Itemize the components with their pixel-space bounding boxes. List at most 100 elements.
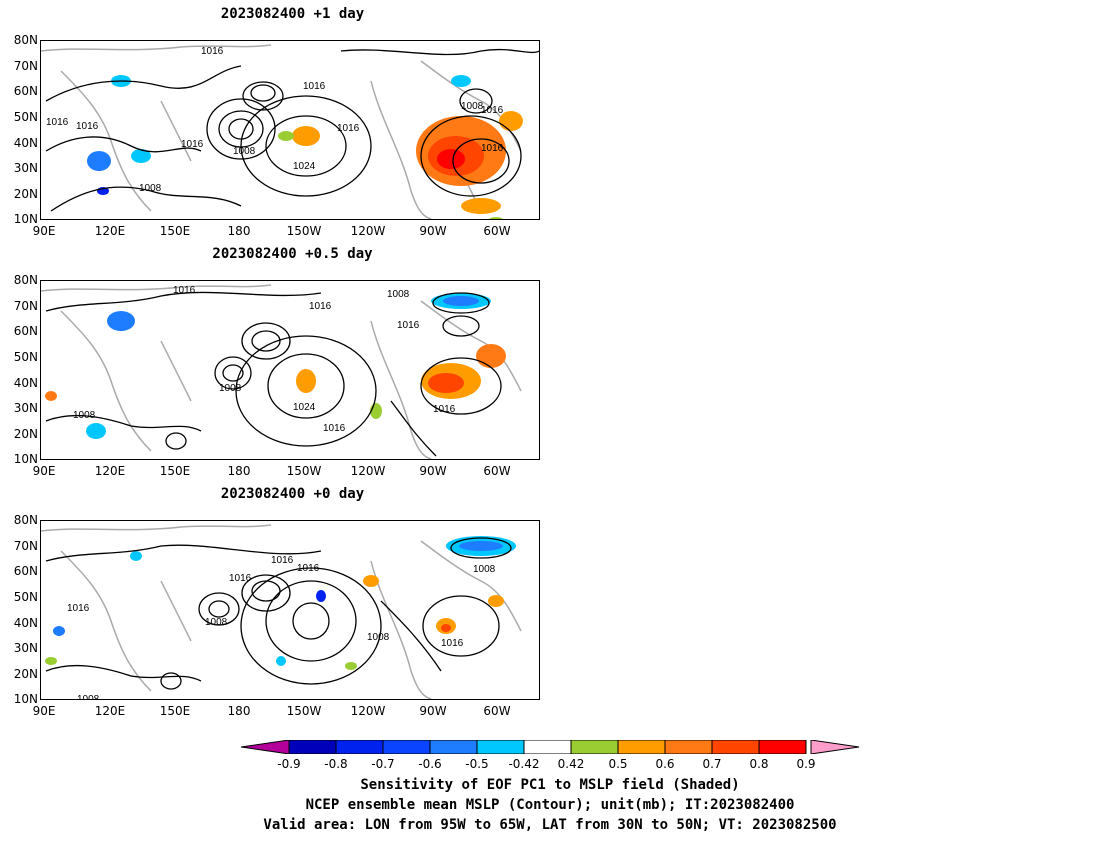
contour-label: 1008: [473, 564, 496, 575]
colorbar-tick: -0.42: [508, 757, 540, 771]
contour-labels: 1016 1016 1016 1008 1016 1024 1008 1016 …: [46, 46, 504, 194]
sensitivity-shading: [87, 75, 523, 219]
contour-label: 1016: [181, 139, 204, 150]
contour-label: 1024: [293, 402, 316, 413]
colorbar-box: [288, 740, 337, 754]
lat-label: 70N: [13, 59, 38, 73]
lat-label: 20N: [13, 187, 38, 201]
lon-label: 150E: [159, 464, 191, 478]
lat-label: 60N: [13, 564, 38, 578]
lat-label: 10N: [13, 692, 38, 706]
lat-label: 10N: [13, 212, 38, 226]
colorbar-boxes: [288, 740, 807, 754]
lat-label: 70N: [13, 539, 38, 553]
contour-label: 1016: [441, 638, 464, 649]
lon-label: 90W: [419, 464, 447, 478]
colorbar-box: [758, 740, 807, 754]
lon-label: 120W: [350, 464, 386, 478]
colorbar-tick: -0.6: [418, 757, 442, 771]
contour-label: 1016: [229, 573, 252, 584]
lat-label: 40N: [13, 136, 38, 150]
lon-label: 120W: [350, 704, 386, 718]
mslp-contours: [45, 291, 502, 457]
colorbar-box: [570, 740, 619, 754]
lon-label: 150W: [286, 464, 322, 478]
lat-label: 20N: [13, 427, 38, 441]
map-panel-2: 1016 1016 1008 1016 1008 1024 1016 1008 …: [40, 280, 540, 460]
caption-line-1: Sensitivity of EOF PC1 to MSLP field (Sh…: [360, 777, 740, 793]
lat-label: 80N: [13, 513, 38, 527]
lon-label: 120E: [94, 704, 126, 718]
lat-label: 70N: [13, 299, 38, 313]
contour-label: 1008: [387, 289, 410, 300]
contour-label: 1016: [397, 320, 420, 331]
lon-label: 90E: [32, 224, 56, 238]
contour-label: 1016: [309, 301, 332, 312]
map-svg-2: 1016 1016 1008 1016 1008 1024 1016 1008 …: [41, 284, 522, 459]
lon-label: 180: [227, 224, 251, 238]
lat-label: 50N: [13, 110, 38, 124]
mslp-contours: [45, 48, 539, 212]
colorbar-tick: -0.9: [277, 757, 301, 771]
panel-title-3: 2023082400 +0 day: [220, 486, 365, 502]
lon-label: 120E: [94, 224, 126, 238]
lat-label: 50N: [13, 590, 38, 604]
lat-label: 40N: [13, 616, 38, 630]
colorbar: [241, 740, 860, 754]
colorbar-tick: -0.7: [371, 757, 395, 771]
lat-label: 20N: [13, 667, 38, 681]
contour-label: 1016: [297, 563, 320, 574]
colorbar-box: [617, 740, 666, 754]
lat-label: 30N: [13, 161, 38, 175]
lon-label: 60W: [483, 704, 511, 718]
colorbar-box: [429, 740, 478, 754]
contour-label: 1008: [73, 410, 96, 421]
contour-label: 1016: [201, 46, 224, 57]
contour-label: 1016: [433, 404, 456, 415]
panel-title-1: 2023082400 +1 day: [220, 6, 365, 22]
colorbar-low-extend: [241, 740, 290, 754]
lon-label: 150W: [286, 704, 322, 718]
contour-label: 1016: [46, 117, 69, 128]
coastlines: [41, 524, 522, 699]
map-panel-3: 1016 1016 1008 1016 1008 1008 1016 1008 …: [40, 520, 540, 700]
caption-line-3: Valid area: LON from 95W to 65W, LAT fro…: [263, 817, 837, 833]
contour-label: 1016: [481, 143, 504, 154]
contour-label: 1016: [271, 555, 294, 566]
contour-label: 1016: [481, 105, 504, 116]
map-panel-1: 1016 1016 1016 1008 1016 1024 1008 1016 …: [40, 40, 540, 220]
lon-label: 90W: [419, 224, 447, 238]
contour-label: 1008: [77, 694, 100, 699]
lon-label: 150W: [286, 224, 322, 238]
colorbar-box: [335, 740, 384, 754]
colorbar-box: [523, 740, 572, 754]
lat-label: 10N: [13, 452, 38, 466]
contour-labels: 1016 1016 1008 1016 1008 1024 1016 1008 …: [73, 285, 456, 434]
colorbar-box: [382, 740, 431, 754]
contour-label: 1016: [67, 603, 90, 614]
lon-label: 90E: [32, 704, 56, 718]
contour-label: 1016: [323, 423, 346, 434]
lat-label: 30N: [13, 641, 38, 655]
colorbar-tick: 0.6: [655, 757, 675, 771]
map-svg-3: 1016 1016 1008 1016 1008 1008 1016 1008 …: [41, 524, 522, 699]
contour-label: 1008: [233, 146, 256, 157]
contour-label: 1016: [303, 81, 326, 92]
contour-label: 1008: [219, 383, 242, 394]
lon-label: 150E: [159, 224, 191, 238]
sensitivity-shading: [45, 536, 516, 670]
contour-label: 1016: [76, 121, 99, 132]
colorbar-box: [664, 740, 713, 754]
panel-title-2: 2023082400 +0.5 day: [212, 246, 373, 262]
mslp-contours: [45, 537, 512, 690]
colorbar-tick: 0.7: [702, 757, 722, 771]
colorbar-high-extend: [810, 740, 860, 754]
contour-label: 1016: [173, 285, 196, 296]
lat-label: 50N: [13, 350, 38, 364]
lat-label: 60N: [13, 324, 38, 338]
colorbar-tick: 0.5: [608, 757, 628, 771]
lon-label: 120E: [94, 464, 126, 478]
lon-label: 120W: [350, 224, 386, 238]
colorbar-box: [476, 740, 525, 754]
lon-label: 180: [227, 704, 251, 718]
